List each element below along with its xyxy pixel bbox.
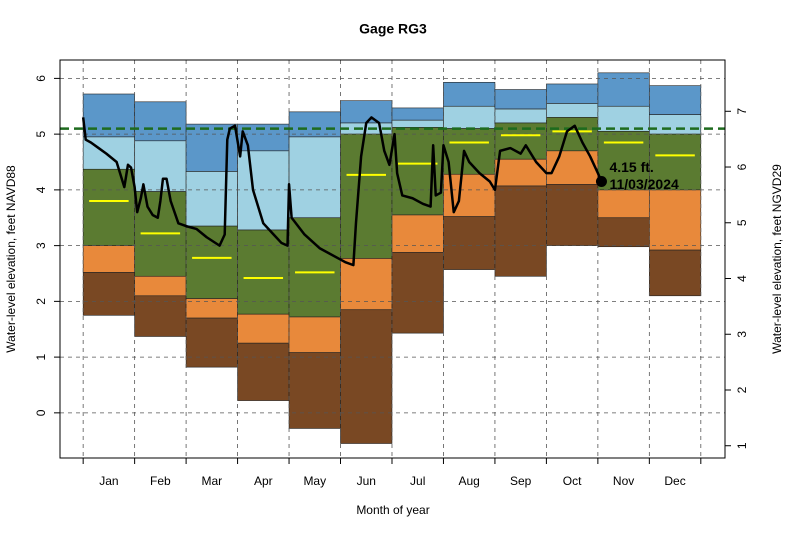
percentile-band — [391, 107, 444, 121]
y-tick-label: 3 — [34, 242, 48, 249]
percentile-band — [649, 85, 702, 115]
annotation-date: 11/03/2024 — [609, 176, 679, 192]
percentile-band — [649, 133, 702, 191]
y-tick-label: 4 — [34, 186, 48, 193]
y-tick-label: 2 — [34, 298, 48, 305]
percentile-band — [546, 184, 599, 246]
y2-tick-label: 4 — [735, 275, 749, 282]
y2-axis-label: Water-level elevation, feet NGVD29 — [770, 164, 784, 354]
y2-tick-label: 6 — [735, 163, 749, 170]
x-tick-label: Jan — [99, 474, 118, 488]
percentile-band — [546, 103, 599, 118]
percentile-band — [185, 171, 238, 227]
percentile-band — [443, 128, 496, 175]
percentile-band — [494, 108, 547, 124]
percentile-band — [82, 168, 135, 246]
percentile-band — [649, 249, 702, 297]
percentile-band — [134, 275, 187, 297]
percentile-band — [82, 272, 135, 316]
x-tick-label: Sep — [510, 474, 532, 488]
percentile-band — [237, 313, 290, 344]
percentile-band — [134, 295, 187, 337]
percentile-band — [494, 185, 547, 277]
y2-tick-label: 2 — [735, 386, 749, 393]
chart-title: Gage RG3 — [359, 21, 427, 37]
percentile-band — [237, 342, 290, 401]
percentile-band — [288, 111, 341, 138]
x-tick-label: Nov — [613, 474, 634, 488]
x-tick-label: Jul — [410, 474, 425, 488]
percentile-band — [237, 150, 290, 231]
percentile-band — [597, 72, 650, 107]
percentile-band — [185, 225, 238, 299]
percentile-band — [443, 216, 496, 270]
y2-tick-label: 7 — [735, 108, 749, 115]
percentile-band — [391, 214, 444, 253]
plot-frame — [59, 59, 726, 459]
latest-point — [595, 176, 607, 188]
percentile-band — [288, 217, 341, 318]
percentile-band — [649, 189, 702, 251]
percentile-band — [546, 83, 599, 104]
x-axis-label: Month of year — [356, 503, 429, 517]
percentile-band — [494, 89, 547, 110]
y-tick-label: 0 — [34, 409, 48, 416]
percentile-band — [340, 258, 393, 311]
percentile-band — [185, 317, 238, 368]
percentile-band — [649, 114, 702, 135]
y-axis-label: Water-level elevation, feet NAVD88 — [4, 165, 18, 353]
percentile-band — [288, 316, 341, 353]
percentile-band — [597, 189, 650, 219]
percentile-band — [288, 352, 341, 429]
percentile-band — [134, 101, 187, 142]
y-tick-label: 6 — [34, 75, 48, 82]
y-tick-label: 1 — [34, 353, 48, 360]
x-tick-label: Aug — [459, 474, 480, 488]
x-tick-label: Mar — [202, 474, 223, 488]
percentile-band — [391, 252, 444, 334]
x-tick-label: Feb — [150, 474, 171, 488]
x-tick-label: May — [303, 474, 326, 488]
x-tick-label: Oct — [563, 474, 582, 488]
percentile-band — [340, 100, 393, 124]
water-level-line — [81, 116, 603, 267]
percentile-band — [288, 136, 341, 219]
percentile-band — [82, 93, 135, 138]
y2-tick-label: 3 — [735, 331, 749, 338]
percentile-band — [443, 105, 496, 129]
y2-tick-label: 5 — [735, 219, 749, 226]
y-tick-label: 5 — [34, 130, 48, 137]
x-tick-label: Jun — [357, 474, 376, 488]
annotation-value: 4.15 ft. — [609, 159, 653, 175]
percentile-band — [597, 217, 650, 248]
percentile-band — [340, 309, 393, 444]
y2-tick-label: 1 — [735, 442, 749, 449]
percentile-band — [391, 119, 444, 128]
x-tick-label: Apr — [254, 474, 273, 488]
x-tick-label: Dec — [664, 474, 685, 488]
percentile-band — [82, 245, 135, 273]
percentile-band — [340, 133, 393, 259]
percentile-band — [443, 81, 496, 107]
